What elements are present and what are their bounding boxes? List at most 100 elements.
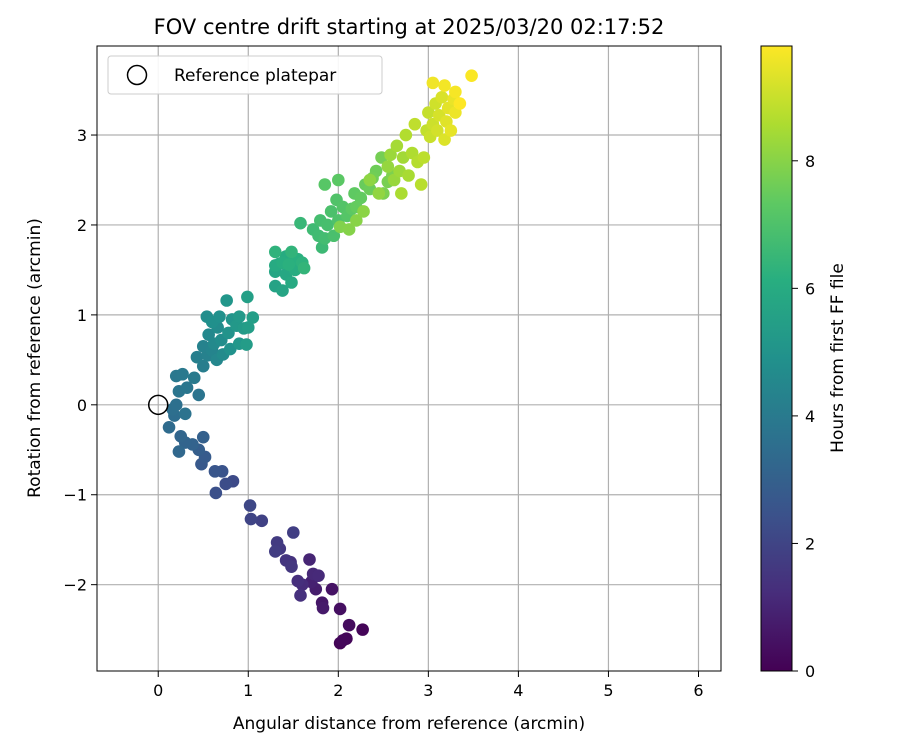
data-point bbox=[240, 338, 253, 351]
data-point bbox=[276, 284, 289, 297]
colorbar-ticks: 0 2 4 6 8 bbox=[792, 152, 815, 681]
legend-marker-icon bbox=[126, 64, 148, 86]
data-point bbox=[241, 290, 254, 304]
data-point bbox=[178, 407, 192, 421]
data-point bbox=[268, 545, 282, 558]
data-point bbox=[213, 310, 226, 323]
x-tick-label: 1 bbox=[243, 681, 253, 700]
y-tick-label: 1 bbox=[77, 306, 87, 325]
data-point bbox=[196, 430, 210, 444]
colorbar-label: Hours from first FF file bbox=[828, 263, 848, 453]
x-tick-label: 3 bbox=[423, 681, 433, 700]
data-point bbox=[176, 367, 189, 381]
data-point bbox=[192, 388, 206, 402]
data-point bbox=[350, 214, 363, 227]
colorbar-tick-label: 0 bbox=[805, 662, 815, 681]
reference-platepar-marker bbox=[147, 394, 169, 416]
data-point bbox=[357, 205, 370, 218]
data-point bbox=[438, 133, 451, 146]
data-point bbox=[268, 245, 282, 259]
data-point bbox=[342, 223, 356, 236]
data-point bbox=[246, 311, 260, 324]
colorbar-tick-label: 6 bbox=[805, 279, 815, 298]
legend-box bbox=[107, 55, 383, 95]
legend: Reference platepar bbox=[107, 55, 383, 95]
y-tick-label: 3 bbox=[77, 126, 87, 145]
data-point bbox=[381, 160, 395, 173]
data-point bbox=[422, 106, 435, 119]
legend-entry-reference-platepar: Reference platepar bbox=[174, 66, 336, 86]
data-point bbox=[324, 205, 338, 218]
data-point bbox=[162, 420, 176, 434]
data-point bbox=[187, 371, 201, 385]
data-point bbox=[190, 350, 204, 364]
data-point bbox=[219, 477, 233, 491]
data-point bbox=[332, 173, 345, 187]
data-point bbox=[282, 258, 296, 271]
data-point bbox=[209, 486, 223, 500]
data-point bbox=[426, 76, 440, 90]
y-tick-label: 0 bbox=[77, 396, 87, 415]
x-tick-label: 6 bbox=[693, 681, 703, 700]
colorbar: 0 2 4 6 8 Hours from first FF file bbox=[760, 45, 848, 681]
data-point bbox=[465, 69, 478, 82]
data-point bbox=[196, 359, 210, 373]
data-point bbox=[453, 97, 467, 110]
data-point bbox=[325, 582, 339, 596]
data-point bbox=[294, 589, 307, 602]
data-point bbox=[285, 560, 298, 573]
data-point bbox=[169, 398, 183, 412]
data-point bbox=[438, 79, 451, 92]
data-point bbox=[222, 326, 235, 340]
chart-title: FOV centre drift starting at 2025/03/20 … bbox=[154, 15, 665, 39]
y-tick-label: −1 bbox=[63, 486, 87, 505]
x-tick-label: 5 bbox=[603, 681, 613, 700]
data-point bbox=[417, 151, 431, 164]
data-point bbox=[286, 526, 300, 539]
data-point bbox=[291, 574, 305, 588]
y-tick-label: 2 bbox=[77, 216, 87, 235]
data-point bbox=[333, 602, 347, 616]
data-point bbox=[208, 465, 222, 478]
y-axis-ticks: −2 −1 0 1 2 3 bbox=[63, 126, 97, 595]
data-point bbox=[294, 216, 307, 230]
x-tick-label: 0 bbox=[153, 681, 163, 700]
x-axis-label: Angular distance from reference (arcmin) bbox=[233, 714, 585, 734]
data-point bbox=[303, 553, 316, 566]
axes-frame bbox=[96, 45, 722, 672]
data-point bbox=[390, 139, 404, 153]
data-point bbox=[384, 148, 397, 162]
data-point bbox=[363, 173, 377, 187]
data-point bbox=[244, 512, 258, 526]
scatter-points bbox=[162, 69, 478, 650]
data-point bbox=[285, 245, 298, 259]
data-point bbox=[356, 623, 369, 636]
colorbar-tick-label: 8 bbox=[805, 152, 815, 171]
data-point bbox=[342, 618, 356, 632]
data-point bbox=[316, 601, 330, 615]
data-point bbox=[395, 187, 408, 200]
data-point bbox=[414, 178, 428, 191]
data-point bbox=[312, 569, 325, 582]
x-axis-ticks: 0 1 2 3 4 5 6 bbox=[153, 671, 704, 700]
data-point bbox=[327, 229, 341, 243]
y-tick-label: −2 bbox=[63, 576, 87, 595]
data-point bbox=[431, 124, 444, 137]
x-tick-label: 2 bbox=[333, 681, 343, 700]
data-point bbox=[180, 381, 194, 395]
data-point bbox=[435, 90, 449, 104]
colorbar-gradient bbox=[760, 45, 793, 672]
x-tick-label: 4 bbox=[513, 681, 523, 700]
data-point bbox=[297, 261, 311, 275]
data-point bbox=[318, 178, 332, 191]
data-point bbox=[241, 321, 255, 334]
data-point bbox=[172, 445, 186, 458]
data-point bbox=[402, 169, 415, 182]
data-point bbox=[255, 514, 269, 528]
data-point bbox=[444, 124, 458, 137]
y-axis-label: Rotation from reference (arcmin) bbox=[25, 218, 45, 498]
data-point bbox=[232, 310, 246, 323]
colorbar-tick-label: 2 bbox=[805, 534, 815, 553]
data-point bbox=[243, 499, 257, 512]
